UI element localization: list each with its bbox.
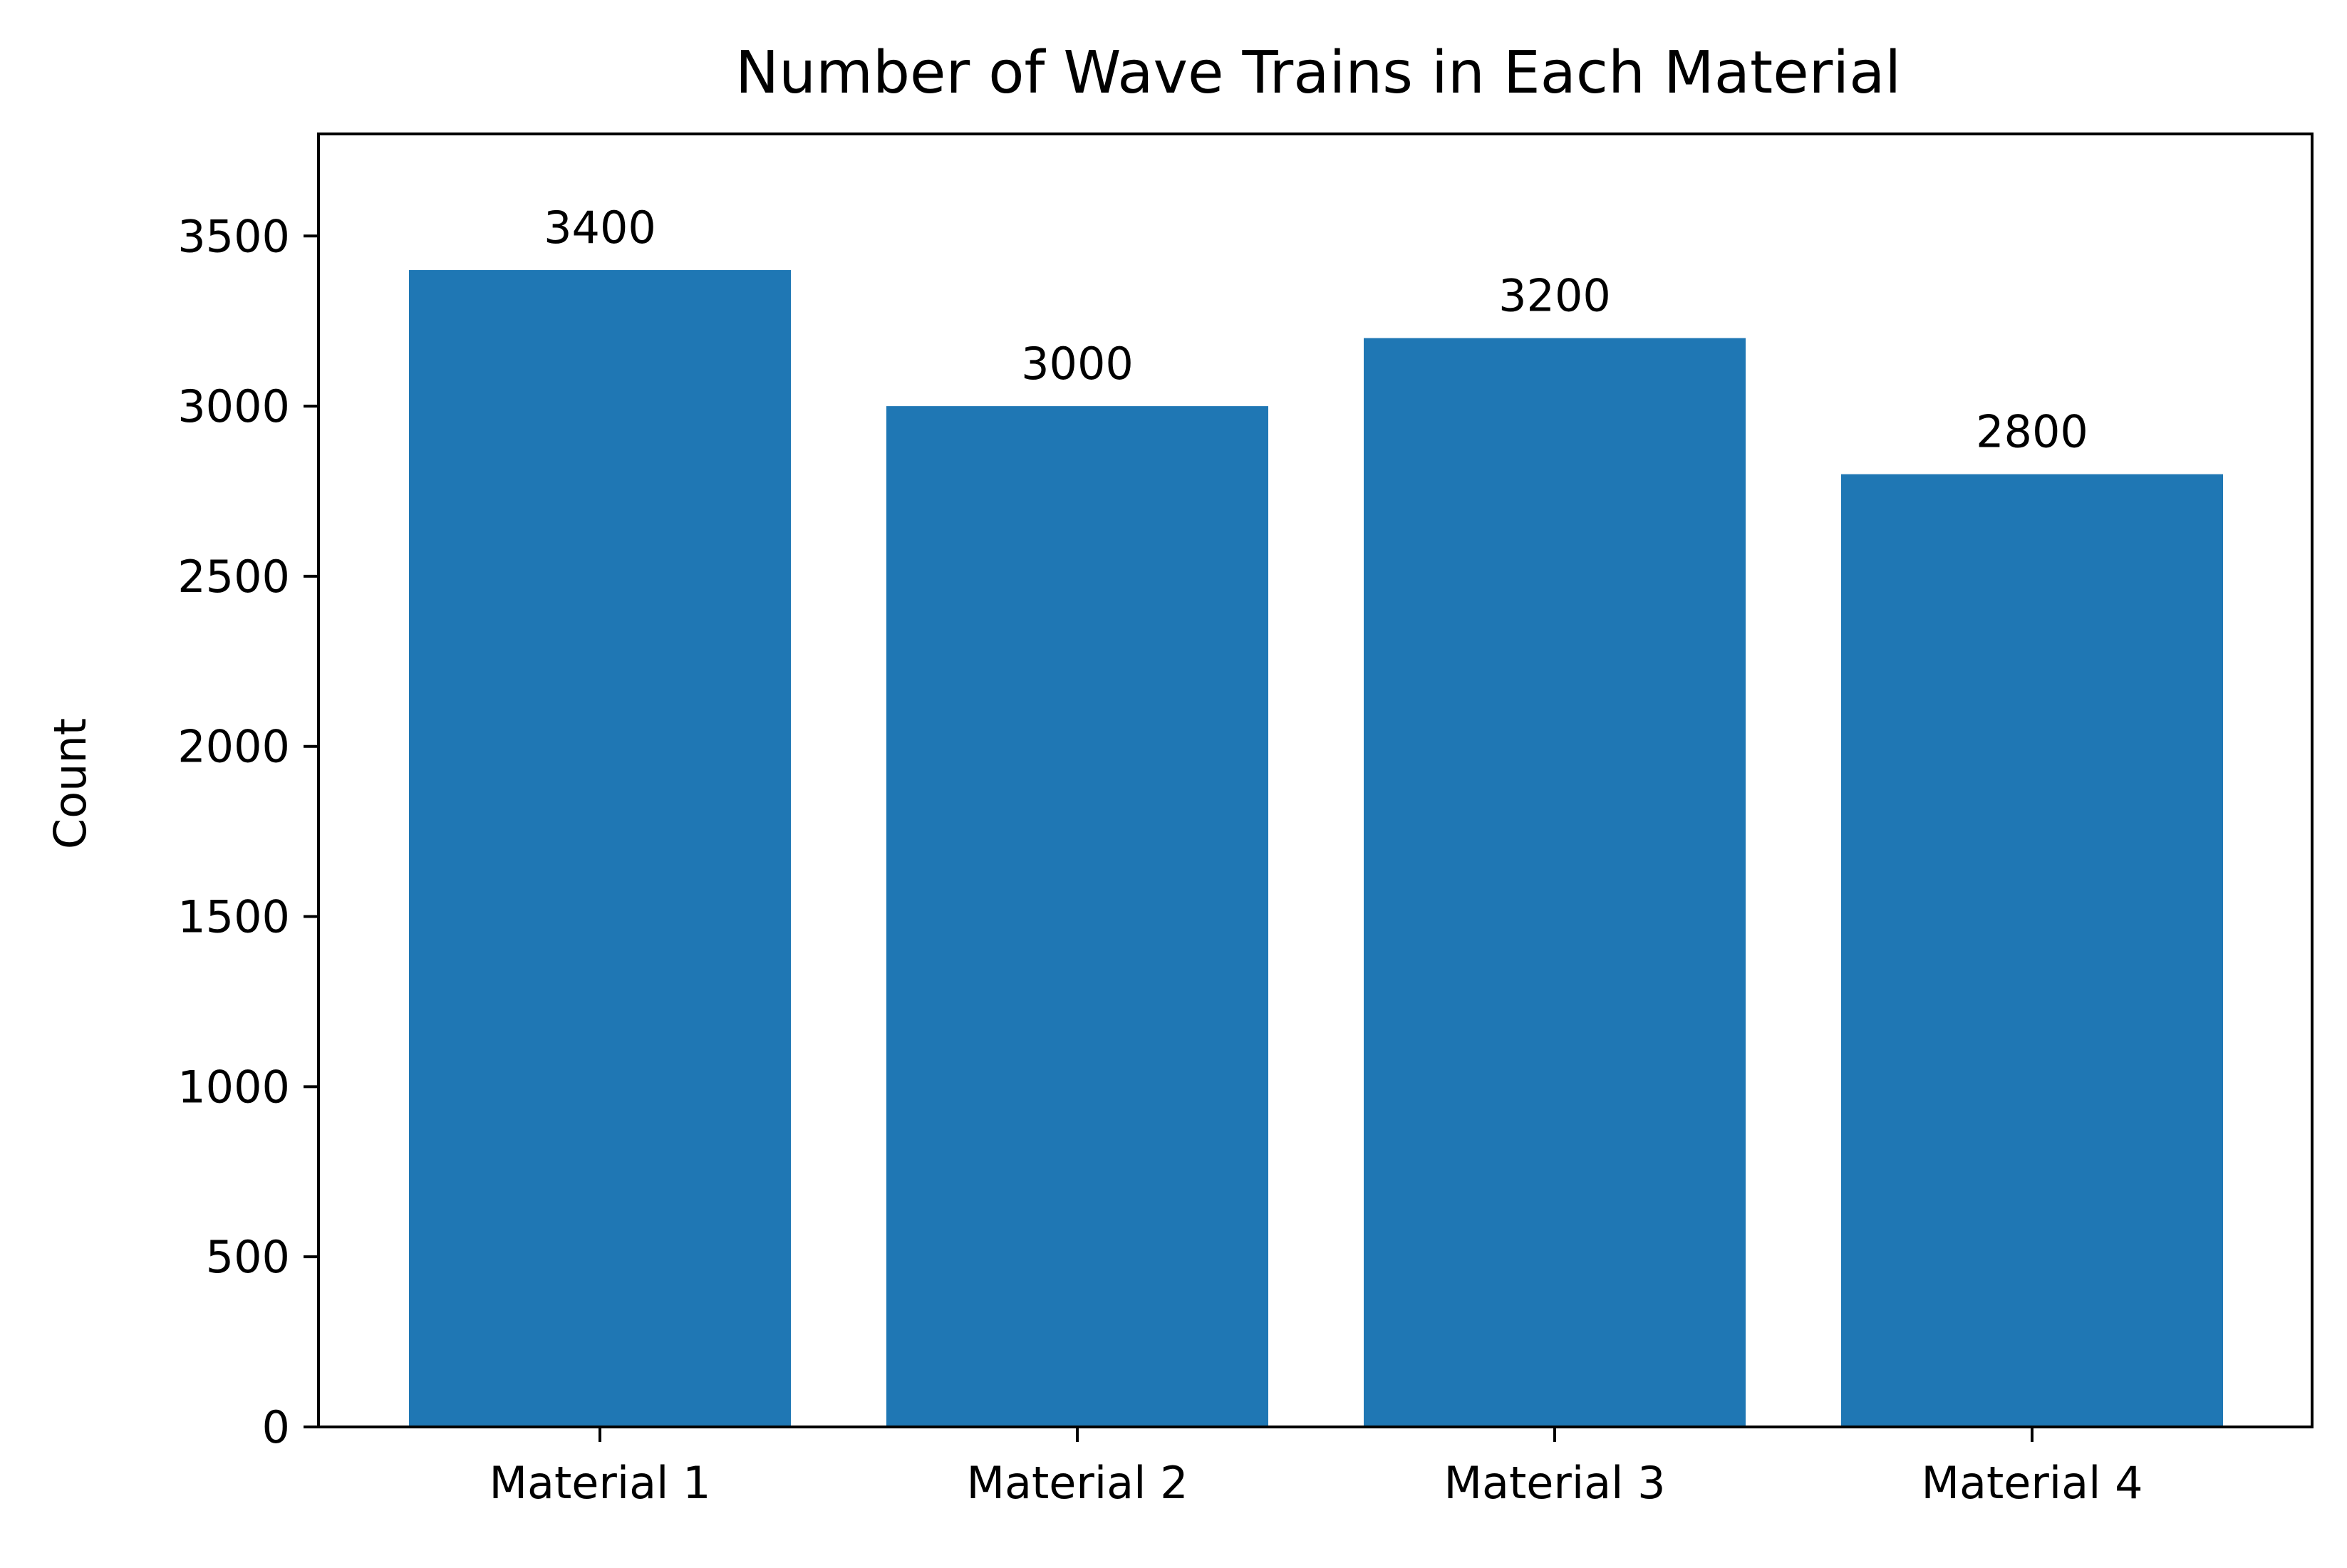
y-tick-label-3000: 3000 [177,380,290,432]
chart-title: Number of Wave Trains in Each Material [735,39,1901,107]
bar-4 [1841,474,2223,1427]
y-axis-label: Count [44,718,96,849]
y-tick-label-1000: 1000 [177,1061,290,1113]
y-tick-label-2000: 2000 [177,721,290,773]
bar-value-label-4: 2800 [1976,406,2088,458]
y-tick-label-500: 500 [206,1231,290,1283]
y-tick-label-3500: 3500 [177,210,290,262]
bar-value-label-3: 3200 [1498,270,1611,322]
bar-labels-layer: 3400 3000 3200 2800 [544,202,2088,458]
y-tick-label-1500: 1500 [177,891,290,943]
y-axis-label-group: Count [44,718,96,849]
bar-1 [409,270,791,1428]
bars-layer [409,270,2223,1428]
x-tick-label-1: Material 1 [489,1457,710,1509]
x-tick-label-3: Material 3 [1444,1457,1665,1509]
x-axis-ticks: Material 1 Material 2 Material 3 Material 4 [489,1427,2143,1509]
y-tick-label-0: 0 [262,1401,290,1453]
bar-2 [886,406,1268,1428]
x-tick-label-2: Material 2 [966,1457,1188,1509]
bar-3 [1364,338,1746,1427]
bar-value-label-1: 3400 [544,202,656,254]
plot-frame [317,133,2314,1428]
bar-value-label-2: 3000 [1021,338,1134,390]
y-tick-label-2500: 2500 [177,551,290,603]
y-axis-ticks: 0 500 1000 1500 2000 2500 3000 3500 [177,210,318,1453]
x-tick-label-4: Material 4 [1921,1457,2143,1509]
